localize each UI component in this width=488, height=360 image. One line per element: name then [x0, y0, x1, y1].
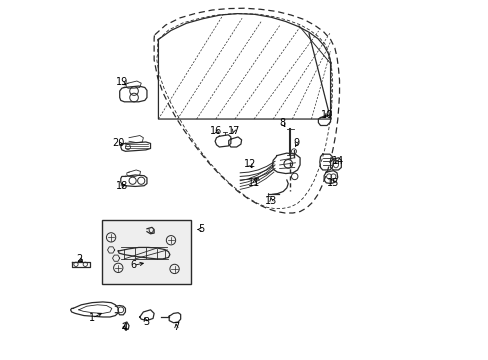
Text: 11: 11 — [248, 178, 260, 188]
Text: 19: 19 — [116, 77, 128, 87]
Text: 10: 10 — [320, 110, 332, 120]
Text: 3: 3 — [142, 317, 149, 327]
Bar — [102, 220, 190, 284]
Text: 16: 16 — [209, 126, 222, 135]
Text: 20: 20 — [112, 139, 124, 148]
Text: 1: 1 — [89, 313, 95, 323]
Text: 14: 14 — [332, 156, 344, 166]
Text: 9: 9 — [293, 139, 299, 148]
Text: 4: 4 — [121, 323, 127, 333]
Text: 6: 6 — [130, 260, 136, 270]
Text: 8: 8 — [279, 118, 285, 128]
Text: 2: 2 — [76, 254, 82, 264]
Text: 13: 13 — [264, 196, 277, 206]
Text: 17: 17 — [227, 126, 240, 135]
Text: 18: 18 — [116, 181, 128, 192]
Text: 12: 12 — [243, 159, 256, 169]
Text: 15: 15 — [326, 178, 339, 188]
Text: 5: 5 — [198, 225, 204, 234]
Text: 7: 7 — [173, 322, 179, 332]
